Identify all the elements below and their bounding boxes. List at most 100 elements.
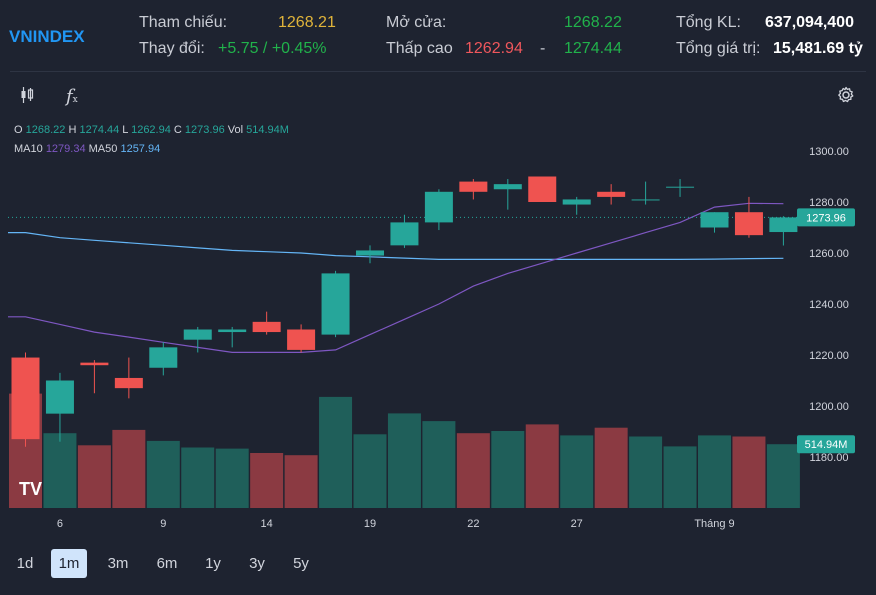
high-value: 1274.44 [564,40,622,57]
low-high-label: Thấp cao [386,40,453,57]
change-value: +5.75 / +0.45% [218,40,327,57]
last-price-label: 1273.96 [806,212,846,224]
legend-volume-key: Vol [227,124,244,136]
timeframe-3y-button[interactable]: 3y [249,555,265,572]
volume-bar [319,396,353,508]
total-turnover-label: Tổng giá trị: [676,40,761,57]
volume-bar [250,453,284,508]
last-volume-badge [797,435,855,454]
candle-body [631,199,660,201]
volume-bar [43,433,77,508]
legend-open-value: 1268.22 [25,124,66,136]
candle-body [700,212,729,228]
volume-bar [525,424,559,508]
x-tick-label: 9 [160,518,166,530]
y-tick-label: 1280.00 [809,197,849,209]
legend-high-value: 1274.44 [79,124,120,136]
volume-bar [77,445,111,508]
x-tick-label: 22 [467,518,479,530]
x-tick-label: 6 [57,518,63,530]
candle-body [356,250,384,256]
legend-open-key: O [14,124,23,136]
candle-body [666,186,695,188]
volume-bar [629,436,663,508]
reference-label: Tham chiếu: [139,14,228,31]
volume-bar [181,447,215,508]
low-high-dash: - [540,40,546,57]
volume-bar [594,427,628,508]
ticker-symbol: VNINDEX [9,27,85,46]
candle-body [528,176,557,202]
candle-body [183,329,212,340]
quote-header: VNINDEX Tham chiếu: 1268.21 Thay đổi: +5… [0,0,876,70]
open-label: Mở cửa: [386,14,447,31]
timeframe-1d-button[interactable]: 1d [16,555,34,572]
y-tick-label: 1220.00 [809,350,849,362]
legend-high-key: H [68,124,77,136]
last-volume-label: 514.94M [805,439,848,451]
candle-body [114,377,143,389]
candlestick-icon[interactable] [20,86,34,109]
ma10-line [8,202,784,353]
volume-bar [284,455,318,508]
volume-bar [146,440,180,508]
candle-body [493,184,522,190]
candle-body [769,217,798,233]
candle-body [734,212,763,236]
timeframe-1y-button[interactable]: 1y [205,555,221,572]
legend-low-key: L [122,124,129,136]
legend-low-value: 1262.94 [131,124,171,136]
timeframe-1m-button[interactable]: 1m [51,549,87,578]
legend-volume-value: 514.94M [246,124,289,136]
x-tick-label: Tháng 9 [694,518,734,530]
function-label: f [66,86,73,107]
legend-close-value: 1273.96 [184,124,225,136]
last-price-badge [797,208,855,227]
y-tick-label: 1240.00 [809,299,849,311]
candle-body [459,181,488,192]
timeframe-3m-button[interactable]: 3m [107,555,129,572]
candle-body [321,273,350,335]
tradingview-logo: TV [19,479,43,499]
y-tick-label: 1260.00 [809,248,849,260]
candle-body [562,199,591,205]
candle-body [252,321,281,333]
volume-bar [215,448,249,508]
candle-body [287,329,316,350]
total-volume-value: 637,094,400 [765,14,854,31]
legend-ma50-key: MA50 [88,143,118,155]
y-tick-label: 1300.00 [809,146,849,158]
volume-bar [491,431,525,508]
x-tick-label: 14 [261,518,273,530]
timeframe-6m-button[interactable]: 6m [156,555,178,572]
header-divider [10,71,866,72]
candle-body [424,191,453,223]
ohlc-legend: O 1268.22 H 1274.44 L 1262.94 C 1273.96 … [14,124,289,136]
candle-body [218,329,247,333]
volume-bar [387,413,421,508]
timeframe-5y-button[interactable]: 5y [293,555,309,572]
candle-body [11,357,40,440]
low-value: 1262.94 [465,40,523,57]
volume-bar [112,429,146,508]
volume-bar [456,433,490,508]
y-tick-label: 1200.00 [809,401,849,413]
volume-bar [732,436,766,508]
gear-icon[interactable] [837,86,855,109]
open-value: 1268.22 [564,14,622,31]
volume-bar [766,444,800,508]
volume-bar [698,435,731,508]
volume-bar [422,421,456,508]
legend-ma10-value: 1279.34 [45,143,86,155]
legend-close-key: C [173,124,182,136]
x-tick-label: 19 [364,518,376,530]
price-chart[interactable]: 1300.00 1280.00 1260.00 1240.00 1220.00 1200.… [0,0,876,540]
legend-ma50-value: 1257.94 [120,143,161,155]
volume-bar [663,446,697,508]
function-icon[interactable]: fx [66,86,78,107]
volume-bar [353,434,387,508]
total-turnover-value: 15,481.69 tỷ [773,40,863,57]
candle-body [45,380,74,414]
ma50-line [8,232,784,260]
volume-bar [560,435,594,508]
